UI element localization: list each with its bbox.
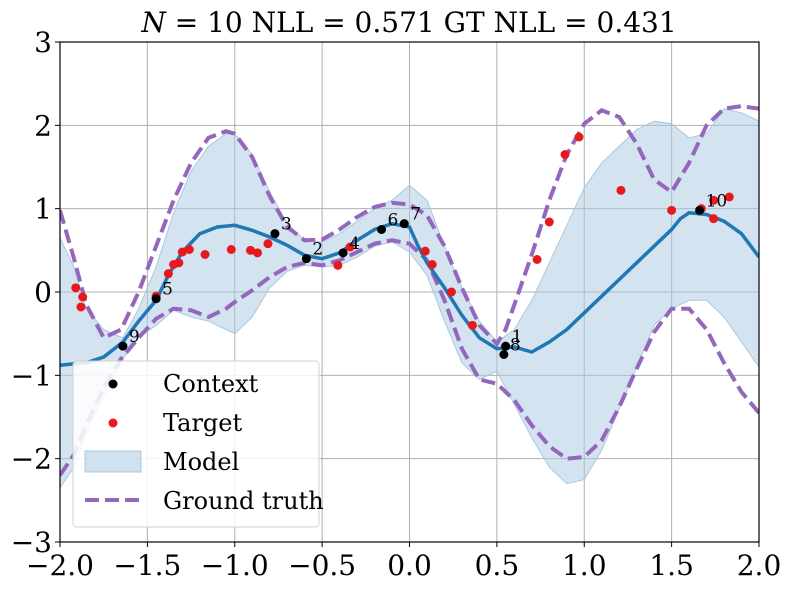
legend-target-label: Target (163, 409, 242, 437)
context-point-label: 7 (410, 205, 421, 225)
target-point (709, 214, 719, 224)
model-uncertainty-band (60, 108, 759, 489)
target-point (184, 245, 194, 254)
context-point-label: 6 (388, 211, 399, 231)
target-point (724, 192, 734, 202)
context-point-label: 8 (510, 336, 521, 356)
x-tick-label: −0.5 (288, 549, 356, 582)
context-point (499, 350, 509, 359)
context-point-label: 4 (349, 234, 360, 254)
context-point (695, 205, 705, 215)
legend-target-marker (108, 418, 118, 428)
legend-context-marker (108, 379, 118, 389)
y-tick-label: 2 (34, 109, 52, 142)
target-point (446, 287, 456, 297)
y-tick-label: 0 (34, 276, 52, 309)
x-tick-label: 0.0 (387, 549, 432, 582)
target-point (200, 250, 210, 259)
target-point (71, 283, 81, 293)
y-tick-label: 3 (34, 26, 52, 59)
target-point (177, 247, 187, 257)
target-point (574, 132, 584, 142)
x-tick-label: 1.5 (649, 549, 694, 582)
context-point-label: 3 (281, 215, 292, 235)
y-tick-label: −1 (11, 359, 52, 392)
y-axis-ticks: −3 −2 −1 0 1 2 3 (11, 26, 60, 559)
x-tick-label: 1.0 (562, 549, 607, 582)
chart-title: N = 10 NLL = 0.571 GT NLL = 0.431 (140, 6, 676, 39)
context-point-label: 5 (162, 280, 173, 300)
legend: Context Target Model Ground truth (72, 360, 324, 528)
context-point-label: 10 (706, 191, 728, 211)
target-point (420, 246, 430, 256)
target-point (667, 205, 677, 215)
context-point (377, 225, 387, 234)
target-point (78, 292, 88, 302)
target-point (560, 150, 570, 159)
context-point (399, 219, 409, 229)
context-point (338, 248, 348, 258)
context-points (118, 205, 705, 359)
target-point (532, 255, 542, 264)
legend-model-swatch (84, 450, 142, 473)
target-point (544, 217, 554, 227)
context-point-label: 2 (312, 240, 323, 260)
target-point (616, 185, 626, 195)
y-tick-label: −3 (11, 526, 52, 559)
context-point-label: 1 (512, 327, 523, 347)
x-tick-label: 2.0 (737, 549, 782, 582)
target-point (163, 269, 173, 279)
context-point (501, 341, 511, 351)
context-point (301, 254, 311, 264)
target-point (174, 258, 184, 268)
ground-truth-lower-line (60, 238, 759, 477)
context-point-label: 9 (129, 327, 140, 347)
x-tick-label: 0.5 (475, 549, 520, 582)
context-point (118, 341, 128, 351)
target-point (252, 248, 262, 258)
target-point (245, 245, 255, 255)
legend-box (72, 360, 320, 528)
target-point (345, 242, 355, 252)
y-tick-label: −2 (11, 443, 52, 476)
target-point (467, 320, 477, 330)
target-point (226, 245, 236, 254)
target-point (709, 195, 719, 205)
legend-model-label: Model (163, 448, 239, 476)
context-point (151, 294, 161, 304)
x-tick-label: −1.5 (113, 549, 181, 582)
legend-context-label: Context (163, 370, 259, 398)
x-axis-ticks: −2.0 −1.5 −1.0 −0.5 0.0 0.5 1.0 1.5 2.0 (26, 542, 781, 582)
context-point (270, 229, 280, 239)
x-tick-label: −1.0 (201, 549, 269, 582)
y-tick-label: 1 (34, 193, 52, 226)
target-point (427, 260, 437, 269)
legend-ground-truth-label: Ground truth (163, 487, 324, 515)
x-tick-label: −2.0 (26, 549, 94, 582)
target-point (333, 260, 343, 270)
target-point (76, 302, 86, 312)
target-point (263, 239, 273, 249)
